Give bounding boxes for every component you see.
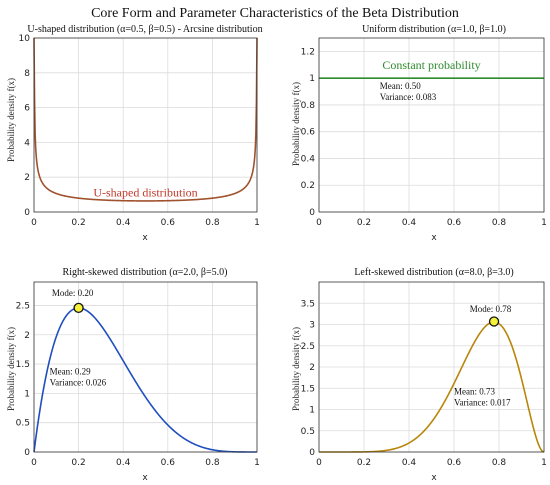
panel-uniform-ytick-label: 0.6	[301, 128, 316, 138]
panel-u-shaped-xtick-label: 0	[31, 218, 37, 228]
panel-right-skewed-density-curve	[33, 307, 257, 453]
panel-right-skewed-xtick-label: 0.2	[71, 458, 85, 468]
panel-uniform: Uniform distribution (α=1.0, β=1.0) x Pr…	[291, 24, 547, 243]
panel-right-skewed-xtick-label: 0.6	[161, 458, 176, 468]
panel-left-skewed-ytick-label: 3.5	[301, 299, 315, 309]
panel-uniform-ytick-label: 0	[309, 208, 315, 218]
panel-uniform-ytick-label: 0.2	[301, 181, 315, 191]
panel-right-skewed-axes-frame	[33, 281, 258, 453]
panel-left-skewed-axes-frame	[318, 281, 545, 453]
figure-title: Core Form and Parameter Characteristics …	[91, 6, 459, 21]
panel-left-skewed-mean-label: Mean: 0.73	[454, 387, 495, 397]
panel-uniform-xtick-label: 0.4	[402, 218, 417, 228]
panel-left-skewed-ytick-label: 3	[309, 321, 315, 331]
panel-uniform-ylabel: Probability density f(x)	[291, 82, 301, 166]
panel-left-skewed-ytick-label: 1	[309, 406, 315, 416]
panel-left-skewed-xtick-label: 0.6	[447, 458, 462, 468]
panel-left-skewed-xtick-label: 0	[316, 458, 322, 468]
panel-uniform-xlabel: x	[431, 233, 437, 243]
panel-u-shaped: U-shaped distribution (α=0.5, β=0.5) - A…	[6, 24, 263, 243]
panel-uniform-xtick-label: 0.2	[357, 218, 371, 228]
panel-u-shaped-xtick-label: 0.4	[116, 218, 131, 228]
panel-left-skewed-density-curve	[319, 321, 545, 453]
panel-left-skewed-variance-label: Variance: 0.017	[454, 398, 511, 408]
panel-right-skewed-ytick-label: 2	[24, 331, 30, 341]
panel-uniform-xtick-label: 0.6	[447, 218, 462, 228]
panel-u-shaped-ytick-label: 6	[24, 104, 30, 114]
panel-u-shaped-ytick-label: 0	[24, 208, 30, 218]
panel-right-skewed-xtick-label: 0	[31, 458, 37, 468]
panel-left-skewed-ytick-label: 0	[309, 448, 315, 458]
panel-u-shaped-xtick-label: 0.8	[205, 218, 220, 228]
panel-uniform-title: Uniform distribution (α=1.0, β=1.0)	[362, 24, 506, 35]
panel-right-skewed-ytick-label: 1	[24, 389, 30, 399]
panel-uniform-variance-label: Variance: 0.083	[380, 92, 437, 102]
panel-left-skewed-ytick-label: 2.5	[301, 342, 315, 352]
panel-u-shaped-annotation: U-shaped distribution	[93, 185, 197, 199]
panel-left-skewed-xtick-label: 1	[541, 458, 547, 468]
panel-left-skewed-xtick-label: 0.2	[357, 458, 371, 468]
panel-left-skewed-xtick-label: 0.8	[492, 458, 507, 468]
panel-right-skewed-mode-marker	[73, 302, 84, 314]
panel-left-skewed-mode-marker	[488, 316, 500, 327]
panel-uniform-ytick-label: 0.4	[301, 154, 316, 164]
panel-right-skewed-ytick-label: 0	[24, 448, 30, 458]
panel-uniform-xtick-label: 1	[541, 218, 547, 228]
panel-u-shaped-xtick-label: 1	[254, 218, 260, 228]
panel-right-skewed-variance-label: Variance: 0.026	[50, 378, 107, 388]
panel-left-skewed-ytick-label: 0.5	[301, 427, 315, 437]
panel-u-shaped-xtick-label: 0.2	[71, 218, 85, 228]
panel-uniform-ytick-label: 1.2	[301, 47, 315, 57]
panel-u-shaped-ytick-label: 8	[24, 69, 30, 79]
panel-right-skewed-ytick-label: 1.5	[16, 360, 30, 370]
panel-right-skewed-xtick-label: 0.4	[116, 458, 131, 468]
panel-u-shaped-title: U-shaped distribution (α=0.5, β=0.5) - A…	[27, 24, 262, 35]
panel-u-shaped-ytick-label: 2	[24, 173, 30, 183]
panel-left-skewed: Left-skewed distribution (α=8.0, β=3.0) …	[291, 267, 547, 483]
panel-u-shaped-ytick-label: 4	[24, 138, 30, 148]
panel-uniform-ytick-label: 0.8	[301, 101, 316, 111]
panel-right-skewed-ytick-label: 2.5	[16, 301, 30, 311]
panel-u-shaped-xtick-label: 0.6	[161, 218, 176, 228]
panel-u-shaped-xlabel: x	[142, 233, 148, 243]
panel-right-skewed-ytick-label: 0.5	[16, 419, 30, 429]
panel-u-shaped-density-curve	[33, 37, 258, 202]
panel-u-shaped-ytick-label: 10	[19, 34, 31, 44]
panel-right-skewed: Right-skewed distribution (α=2.0, β=5.0)…	[6, 267, 260, 483]
panel-right-skewed-title: Right-skewed distribution (α=2.0, β=5.0)	[63, 267, 228, 278]
panel-left-skewed-ytick-label: 2	[309, 363, 315, 373]
panel-uniform-annotation: Constant probability	[382, 58, 480, 72]
panel-u-shaped-axes-frame	[33, 37, 258, 213]
panel-left-skewed-xlabel: x	[431, 473, 437, 483]
panel-u-shaped-ylabel: Probability density f(x)	[6, 78, 16, 162]
panel-uniform-ytick-label: 1	[309, 74, 315, 84]
panel-right-skewed-mean-label: Mean: 0.29	[50, 367, 91, 377]
panel-left-skewed-mode-label: Mode: 0.78	[470, 304, 512, 314]
panel-right-skewed-ylabel: Probability density f(x)	[6, 327, 16, 411]
panel-left-skewed-ytick-label: 1.5	[301, 384, 315, 394]
panel-uniform-xtick-label: 0.8	[492, 218, 507, 228]
panel-right-skewed-xlabel: x	[142, 473, 148, 483]
panel-left-skewed-xtick-label: 0.4	[402, 458, 417, 468]
panel-right-skewed-xtick-label: 0.8	[205, 458, 220, 468]
panel-left-skewed-title: Left-skewed distribution (α=8.0, β=3.0)	[354, 267, 513, 278]
panel-uniform-xtick-label: 0	[316, 218, 322, 228]
panel-uniform-mean-label: Mean: 0.50	[380, 81, 421, 91]
panel-right-skewed-mode-label: Mode: 0.20	[52, 288, 94, 298]
panel-right-skewed-xtick-label: 1	[254, 458, 260, 468]
panel-uniform-axes-frame	[318, 37, 545, 213]
panel-left-skewed-ylabel: Probability density f(x)	[291, 327, 301, 411]
